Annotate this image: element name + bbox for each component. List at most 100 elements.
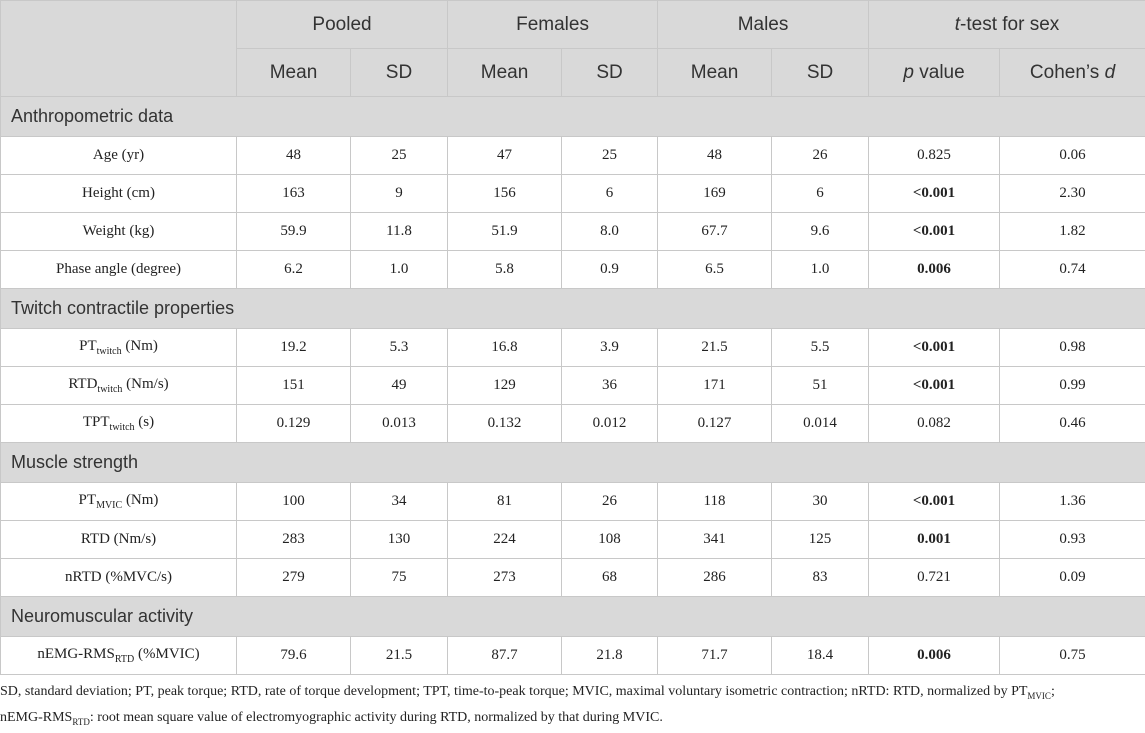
table-cell: <0.001 — [869, 329, 1000, 367]
section-row: Muscle strength — [1, 443, 1145, 483]
table-cell: 0.99 — [1000, 367, 1145, 405]
table-cell: <0.001 — [869, 213, 1000, 251]
table-cell: 9.6 — [772, 213, 869, 251]
table-cell: 26 — [772, 137, 869, 175]
table-cell: 34 — [351, 483, 448, 521]
results-table: Pooled Females Males t-test for sex Mean… — [0, 0, 1145, 675]
section-title: Neuromuscular activity — [1, 597, 1145, 637]
table-cell: 26 — [562, 483, 658, 521]
table-cell: 286 — [658, 559, 772, 597]
table-cell: 71.7 — [658, 637, 772, 675]
table-cell: 5.5 — [772, 329, 869, 367]
table-cell: 6 — [562, 175, 658, 213]
row-label: PTMVIC (Nm) — [1, 483, 237, 521]
table-cell: 11.8 — [351, 213, 448, 251]
table-cell: 21.8 — [562, 637, 658, 675]
table-cell: 0.014 — [772, 405, 869, 443]
table-cell: 0.74 — [1000, 251, 1145, 289]
table-cell: 3.9 — [562, 329, 658, 367]
subheader-sd: SD — [351, 49, 448, 97]
table-cell: 0.012 — [562, 405, 658, 443]
table-cell: 283 — [237, 521, 351, 559]
table-cell: 48 — [237, 137, 351, 175]
table-cell: 67.7 — [658, 213, 772, 251]
table-cell: 2.30 — [1000, 175, 1145, 213]
subheader-cohens-d: Cohen’s d — [1000, 49, 1145, 97]
table-cell: 108 — [562, 521, 658, 559]
table-cell: 6.2 — [237, 251, 351, 289]
table-cell: 0.9 — [562, 251, 658, 289]
table-cell: 171 — [658, 367, 772, 405]
subheader-sd: SD — [562, 49, 658, 97]
table-cell: 16.8 — [448, 329, 562, 367]
section-title: Muscle strength — [1, 443, 1145, 483]
table-cell: 51 — [772, 367, 869, 405]
table-cell: 5.3 — [351, 329, 448, 367]
table-cell: 125 — [772, 521, 869, 559]
table-cell: 87.7 — [448, 637, 562, 675]
table-cell: 279 — [237, 559, 351, 597]
footnote-line1: SD, standard deviation; PT, peak torque;… — [0, 684, 1055, 699]
group-header-pooled: Pooled — [237, 1, 448, 49]
table-cell: 25 — [351, 137, 448, 175]
row-label: nEMG-RMSRTD (%MVIC) — [1, 637, 237, 675]
table-cell: 0.013 — [351, 405, 448, 443]
table-cell: 5.8 — [448, 251, 562, 289]
section-row: Anthropometric data — [1, 97, 1145, 137]
row-label: Height (cm) — [1, 175, 237, 213]
row-label: Phase angle (degree) — [1, 251, 237, 289]
section-row: Neuromuscular activity — [1, 597, 1145, 637]
row-label: Weight (kg) — [1, 213, 237, 251]
subheader-p-value: p value — [869, 49, 1000, 97]
table-cell: 0.09 — [1000, 559, 1145, 597]
table-cell: 0.006 — [869, 637, 1000, 675]
table-cell: 1.36 — [1000, 483, 1145, 521]
table-cell: 0.132 — [448, 405, 562, 443]
table-cell: <0.001 — [869, 175, 1000, 213]
table-cell: <0.001 — [869, 483, 1000, 521]
table-footnote: SD, standard deviation; PT, peak torque;… — [0, 681, 1140, 733]
row-label: RTD (Nm/s) — [1, 521, 237, 559]
row-label: Age (yr) — [1, 137, 237, 175]
table-cell: 0.75 — [1000, 637, 1145, 675]
table-cell: 79.6 — [237, 637, 351, 675]
table-cell: 0.06 — [1000, 137, 1145, 175]
section-title: Anthropometric data — [1, 97, 1145, 137]
row-label: TPTtwitch (s) — [1, 405, 237, 443]
group-header-males: Males — [658, 1, 869, 49]
table-cell: 75 — [351, 559, 448, 597]
table-cell: 30 — [772, 483, 869, 521]
subheader-mean: Mean — [237, 49, 351, 97]
table-cell: 51.9 — [448, 213, 562, 251]
table-cell: 49 — [351, 367, 448, 405]
row-label: RTDtwitch (Nm/s) — [1, 367, 237, 405]
table-cell: 0.825 — [869, 137, 1000, 175]
table-cell: 0.006 — [869, 251, 1000, 289]
table-cell: 151 — [237, 367, 351, 405]
table-cell: 48 — [658, 137, 772, 175]
table-cell: 273 — [448, 559, 562, 597]
table-cell: 156 — [448, 175, 562, 213]
table-cell: 0.001 — [869, 521, 1000, 559]
table-cell: 129 — [448, 367, 562, 405]
table-cell: 18.4 — [772, 637, 869, 675]
table-cell: 0.721 — [869, 559, 1000, 597]
table-cell: 0.082 — [869, 405, 1000, 443]
header-blank — [1, 1, 237, 97]
table-cell: 36 — [562, 367, 658, 405]
table-cell: 21.5 — [351, 637, 448, 675]
table-cell: 169 — [658, 175, 772, 213]
table-cell: 6.5 — [658, 251, 772, 289]
table-cell: 81 — [448, 483, 562, 521]
table-cell: 6 — [772, 175, 869, 213]
table-cell: 0.129 — [237, 405, 351, 443]
table-cell: 0.93 — [1000, 521, 1145, 559]
